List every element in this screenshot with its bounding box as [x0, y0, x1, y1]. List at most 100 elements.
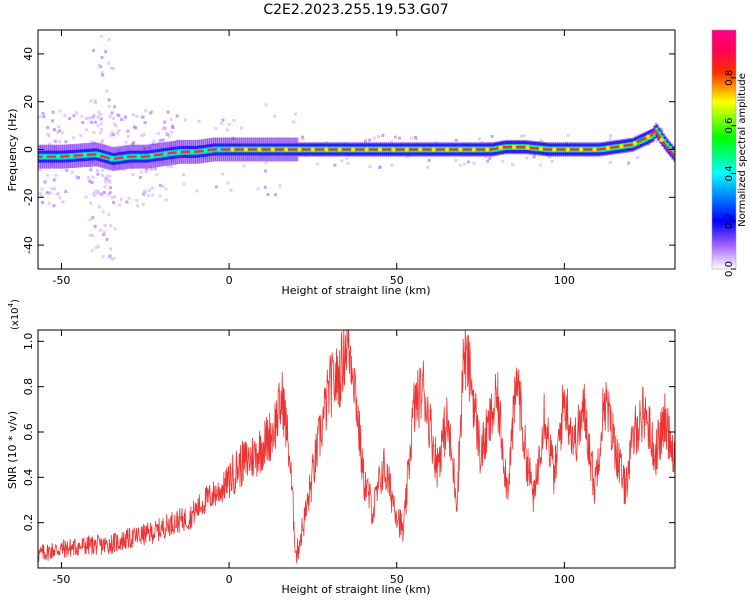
spectrogram-noise-cell [119, 197, 123, 201]
spectrogram-noise-cell [158, 183, 162, 187]
spectrogram-noise-cell [74, 175, 78, 179]
spectrogram-noise-cell [501, 159, 505, 163]
spectrogram-noise-cell [45, 173, 49, 177]
spectrogram-noise-cell [101, 210, 105, 214]
spectrogram-noise-cell [94, 101, 98, 105]
spectrogram-noise-cell [126, 134, 130, 138]
spectrogram-noise-cell [81, 121, 85, 124]
spectrogram-noise-cell [293, 112, 297, 116]
spectrogram-xtick-label: 50 [390, 274, 404, 287]
spectrogram-noise-cell [140, 134, 144, 137]
spectrogram-noise-cell [109, 224, 113, 228]
spectrogram-noise-cell [100, 140, 104, 144]
spectrogram-noise-cell [372, 136, 376, 140]
spectrogram-noise-cell [292, 120, 296, 124]
spectrogram-band-cell [662, 139, 667, 145]
spectrogram-noise-cell [108, 115, 112, 119]
spectrogram-peak-blob [404, 147, 409, 152]
spectrogram-peak-blob [136, 154, 141, 159]
spectrogram-noise-cell [363, 139, 367, 143]
spectrogram-noise-cell [170, 165, 173, 169]
spectrogram-noise-cell [655, 139, 659, 143]
spectrogram-peak-blob [605, 145, 611, 151]
spectrogram-noise-cell [141, 202, 145, 206]
spectrogram-noise-cell [143, 121, 147, 125]
spectrogram-peak-blob [511, 144, 517, 150]
spectrogram-noise-cell [166, 110, 170, 114]
spectrogram-noise-cell [91, 234, 95, 238]
spectrogram-noise-cell [609, 134, 612, 137]
spectrogram-noise-cell [164, 131, 168, 135]
spectrogram-peak-blob [69, 153, 74, 159]
spectrogram-noise-cell [91, 216, 95, 220]
spectrogram-noise-cell [538, 163, 542, 167]
spectrogram-noise-cell [134, 126, 138, 130]
spectrogram-noise-cell [159, 138, 163, 142]
spectrogram-noise-cell [94, 189, 98, 193]
spectrogram-noise-cell [316, 162, 320, 166]
spectrogram-noise-cell [226, 128, 229, 132]
spectrogram-noise-cell [58, 109, 62, 113]
spectrogram-noise-cell [136, 204, 140, 208]
spectrogram-noise-cell [108, 174, 112, 178]
spectrogram-peak-blob [149, 153, 155, 158]
spectrogram-noise-cell [522, 134, 526, 137]
spectrogram-band-cell [654, 127, 659, 134]
spectrogram-noise-cell [104, 50, 108, 54]
spectrogram-noise-cell [454, 138, 458, 142]
spectrogram-noise-cell [124, 140, 128, 144]
spectrogram-peak-blob [163, 151, 168, 156]
spectrogram-peak-blob [632, 140, 637, 146]
spectrogram-band-cell [652, 131, 656, 137]
spectrogram-ytick-label: 0 [22, 146, 35, 153]
spectrogram-noise-cell [111, 196, 114, 199]
spectrogram-noise-cell [89, 99, 93, 103]
spectrogram-noise-cell [264, 169, 268, 173]
colorbar-tick-label: 0.4 [724, 165, 735, 181]
spectrogram-noise-cell [155, 173, 159, 177]
spectrogram-noise-cell [132, 141, 135, 145]
spectrogram-peak-blob [123, 154, 128, 160]
spectrogram-noise-cell [112, 133, 115, 137]
spectrogram-peak-blob [418, 147, 423, 152]
spectrogram-noise-cell [368, 165, 372, 169]
spectrogram-noise-cell [92, 113, 96, 117]
spectrogram-noise-cell [378, 166, 382, 169]
spectrogram-noise-cell [107, 98, 111, 102]
spectrogram-noise-cell [48, 142, 52, 146]
spectrogram-noise-cell [126, 129, 130, 133]
spectrogram-noise-cell [92, 193, 96, 197]
spectrogram-noise-cell [125, 200, 129, 204]
spectrogram-noise-cell [79, 134, 83, 138]
snr-panel: -50 0 50 100 0.2 0.4 0.6 0.8 1.0 Height of strai… [6, 299, 676, 596]
spectrogram-noise-cell [38, 115, 42, 119]
spectrogram-noise-cell [96, 192, 100, 195]
spectrogram-noise-cell [100, 127, 104, 131]
spectrogram-peak-blob [283, 147, 289, 152]
spectrogram-noise-cell [511, 163, 515, 167]
spectrogram-noise-cell [117, 129, 121, 133]
spectrogram-noise-cell [103, 223, 107, 227]
spectrogram-noise-cell [532, 154, 536, 158]
spectrogram-peak-blob [659, 137, 664, 143]
spectrogram-noise-cell [608, 161, 612, 164]
spectrogram-peak-blob [538, 146, 544, 151]
spectrogram-noise-cell [109, 254, 113, 258]
spectrogram-peak-blob [525, 145, 530, 150]
spectrogram-noise-cell [72, 114, 76, 118]
spectrogram-noise-cell [107, 104, 111, 108]
spectrogram-noise-cell [42, 115, 46, 119]
spectrogram-noise-cell [99, 122, 103, 126]
spectrogram-noise-cell [153, 167, 157, 171]
spectrogram-noise-cell [488, 156, 492, 160]
spectrogram-noise-cell [454, 159, 458, 162]
spectrogram-noise-cell [409, 136, 413, 140]
spectrogram-noise-cell [88, 233, 92, 237]
colorbar-tick-label: 0.0 [724, 261, 735, 277]
spectrogram-noise-cell [113, 227, 117, 231]
spectrogram-peak-blob [471, 147, 476, 152]
spectrogram-noise-cell [539, 139, 543, 143]
spectrogram-noise-cell [90, 249, 94, 253]
spectrogram-noise-cell [170, 130, 174, 134]
spectrogram-noise-cell [110, 111, 114, 115]
